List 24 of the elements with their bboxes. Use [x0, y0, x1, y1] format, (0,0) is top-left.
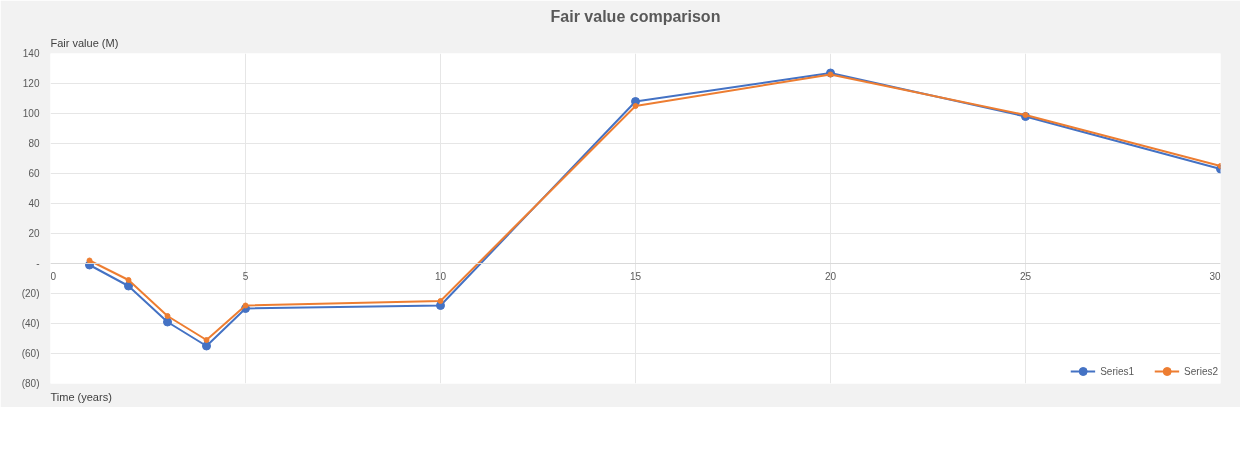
y-tick-label: - — [36, 258, 40, 269]
y-tick-label: 140 — [22, 48, 40, 59]
y-tick-label: 40 — [28, 198, 40, 209]
y-tick-label: (60) — [21, 348, 40, 359]
y-axis-title: Fair value (M) — [50, 36, 119, 49]
x-tick-label: 25 — [1019, 270, 1032, 282]
y-tick-label: 80 — [28, 138, 40, 149]
y-tick-label: (20) — [21, 288, 40, 299]
y-tick-label: 60 — [28, 168, 40, 179]
y-tick-label: (80) — [21, 378, 40, 389]
x-tick-label: 30 — [1209, 270, 1221, 282]
y-tick-label: 100 — [22, 108, 40, 119]
x-tick-label: 0 — [50, 270, 57, 282]
x-tick-label: 20 — [824, 270, 837, 282]
x-axis-title: Time (years) — [50, 390, 112, 403]
y-tick-label: 120 — [22, 78, 40, 89]
legend-label: Series1 — [1100, 365, 1135, 377]
x-tick-label: 10 — [434, 270, 447, 282]
legend-label: Series2 — [1184, 365, 1218, 377]
y-tick-label: 20 — [28, 228, 40, 239]
chart-title: Fair value comparison — [550, 7, 721, 25]
y-tick-label: (40) — [21, 318, 40, 329]
x-tick-label: 15 — [629, 270, 642, 282]
x-tick-label: 5 — [242, 270, 249, 282]
